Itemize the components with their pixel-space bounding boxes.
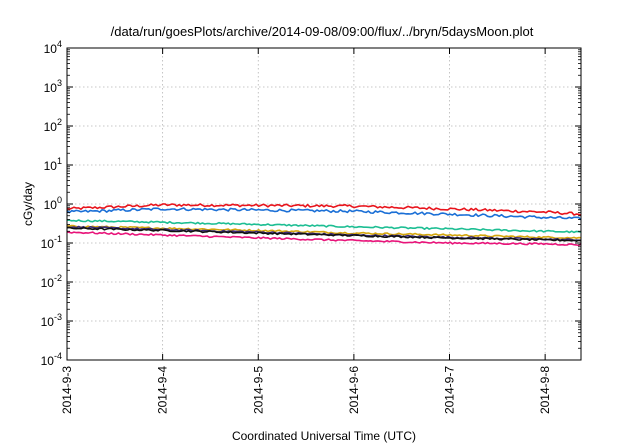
x-tick-labels: 2014-9-3 2014-9-4 2014-9-5 2014-9-6 2014-9-7… xyxy=(60,366,552,414)
y-tick-label: 10-4 xyxy=(41,351,62,368)
y-tick-exponent: 2 xyxy=(57,117,62,127)
x-tick-label: 2014-9-6 xyxy=(347,366,361,414)
y-axis-label: cGy/day xyxy=(21,182,35,226)
series-line xyxy=(66,231,582,247)
tick-marks xyxy=(66,47,581,361)
y-tick-label: 103 xyxy=(44,78,62,95)
y-tick-base: 10 xyxy=(44,81,58,95)
x-tick-label: 2014-9-7 xyxy=(443,366,457,414)
y-tick-label: 10-3 xyxy=(41,312,62,329)
chart-title: /data/run/goesPlots/archive/2014-09-08/0… xyxy=(111,24,534,39)
y-tick-exponent: 3 xyxy=(57,78,62,88)
y-tick-base: 10 xyxy=(44,120,58,134)
y-tick-label: 102 xyxy=(44,117,62,134)
y-tick-base: 10 xyxy=(41,354,55,368)
x-tick-label: 2014-9-8 xyxy=(538,366,552,414)
y-tick-base: 10 xyxy=(41,315,55,329)
y-tick-base: 10 xyxy=(41,237,55,251)
y-tick-label: 104 xyxy=(44,39,62,56)
series-line xyxy=(66,219,582,234)
y-tick-exponent: 4 xyxy=(57,39,62,49)
x-axis-label: Coordinated Universal Time (UTC) xyxy=(232,429,416,443)
y-tick-label: 10-2 xyxy=(41,273,62,290)
y-tick-exponent: -3 xyxy=(54,312,62,322)
series-lines xyxy=(66,203,582,247)
series-line xyxy=(66,226,582,242)
x-tick-label: 2014-9-3 xyxy=(60,366,74,414)
y-tick-base: 10 xyxy=(44,42,58,56)
x-tick-label: 2014-9-5 xyxy=(251,366,265,414)
series-line xyxy=(66,207,582,221)
series-line xyxy=(66,224,582,240)
y-tick-label: 100 xyxy=(44,195,62,212)
y-tick-base: 10 xyxy=(41,276,55,290)
y-tick-base: 10 xyxy=(44,198,58,212)
y-tick-exponent: 0 xyxy=(57,195,62,205)
y-tick-label: 101 xyxy=(44,156,62,173)
y-tick-base: 10 xyxy=(44,159,58,173)
y-tick-exponent: -1 xyxy=(54,234,62,244)
y-tick-label: 10-1 xyxy=(41,234,62,251)
y-tick-exponent: -4 xyxy=(54,351,62,361)
x-tick-label: 2014-9-4 xyxy=(156,366,170,414)
series-line xyxy=(66,203,582,216)
y-tick-exponent: -2 xyxy=(54,273,62,283)
y-tick-exponent: 1 xyxy=(57,156,62,166)
gridlines xyxy=(67,48,581,360)
